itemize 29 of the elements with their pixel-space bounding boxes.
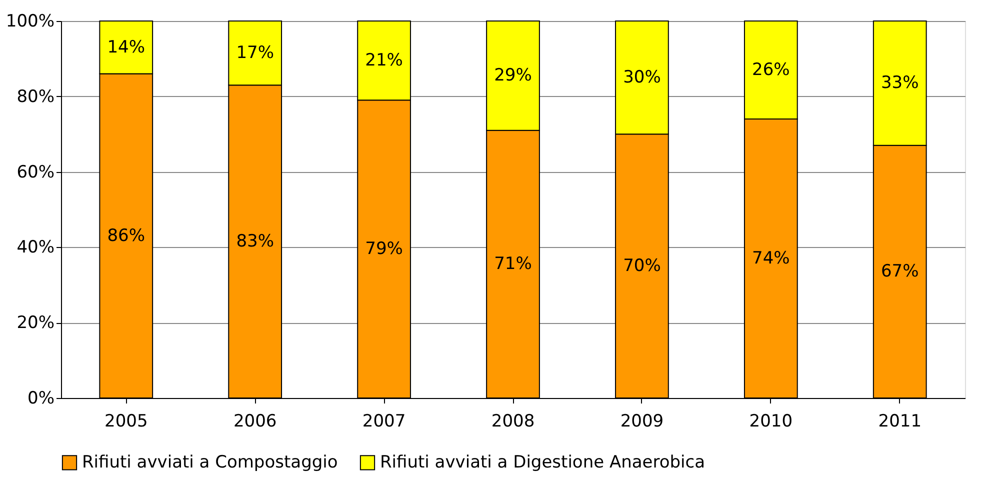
x-tick-label: 2005 xyxy=(104,412,148,432)
data-label: 30% xyxy=(623,68,661,88)
data-label: 29% xyxy=(494,66,532,86)
data-label: 17% xyxy=(236,43,274,64)
y-tick-label: 20% xyxy=(16,313,54,334)
data-label: 14% xyxy=(107,37,146,58)
y-tick-label: 60% xyxy=(16,162,54,182)
data-label: 71% xyxy=(494,254,532,274)
x-tick-label: 2009 xyxy=(620,412,664,432)
x-tick-label: 2006 xyxy=(233,412,277,432)
y-tick-label: 40% xyxy=(16,238,54,258)
y-tick-label: 80% xyxy=(16,86,54,107)
y-tick-label: 0% xyxy=(28,388,54,408)
x-tick-label: 2008 xyxy=(491,412,535,432)
data-label: 67% xyxy=(880,262,919,282)
data-label: 83% xyxy=(236,232,274,252)
data-label: 21% xyxy=(365,50,403,71)
x-tick-label: 2007 xyxy=(362,412,406,432)
y-tick-label: 100% xyxy=(6,12,54,32)
x-tick-label: 2011 xyxy=(878,412,922,432)
data-label: 70% xyxy=(623,256,661,276)
legend-label: Rifiuti avviati a Compostaggio xyxy=(82,452,338,473)
data-label: 26% xyxy=(752,60,790,80)
data-label: 74% xyxy=(752,248,790,269)
legend-label: Rifiuti avviati a Digestione Anaerobica xyxy=(380,452,706,473)
data-label: 33% xyxy=(880,73,919,94)
data-label: 86% xyxy=(107,226,146,246)
data-label: 79% xyxy=(365,239,403,260)
x-tick-label: 2010 xyxy=(749,412,793,432)
